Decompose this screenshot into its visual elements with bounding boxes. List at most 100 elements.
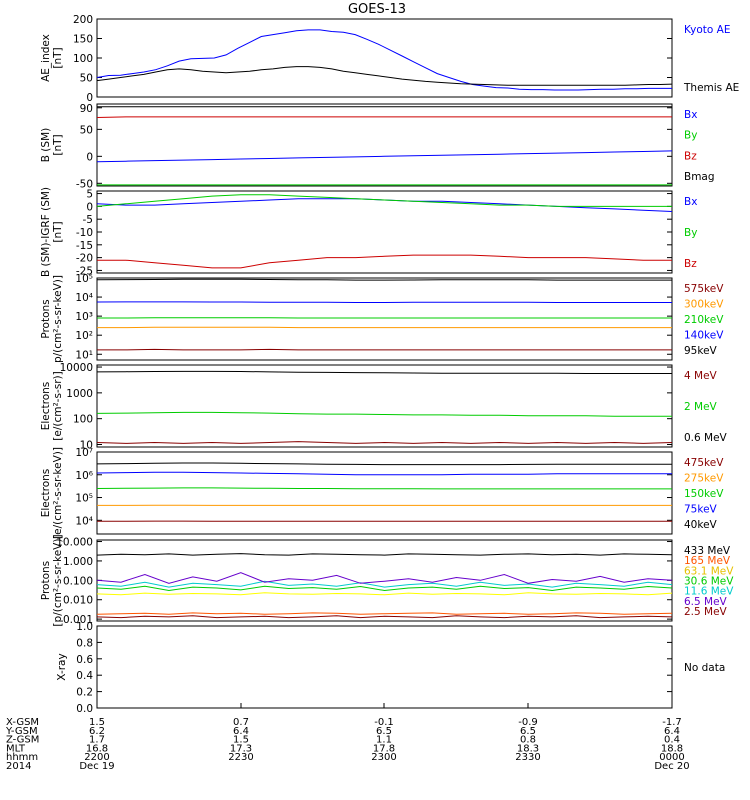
y-tick-label: 50 [80,73,93,85]
x-column-value: 6.5 [520,726,536,737]
series-line-30-6-mev [96,585,673,592]
x-column-value: 0.8 [520,735,536,746]
y-axis-label: B (SM)-IGRF (SM) [40,187,52,277]
legend-label: Bx [684,109,697,121]
x-column-value: -0.1 [374,717,394,728]
panel-frame [96,625,673,709]
y-axis-label: X-ray [56,653,68,680]
y-tick-label: 1000 [66,388,93,400]
legend-label: 575keV [684,283,724,295]
x-column-value: 2330 [515,752,540,763]
y-axis-label: [e/(cm²-s-sr-keV)] [52,447,64,539]
legend-label: 11.6 MeV [684,586,734,598]
y-tick-label: 0 [86,92,93,104]
legend-label: 275keV [684,473,724,485]
x-column-value: 16.8 [86,743,108,754]
series-line-bz [97,254,672,269]
y-tick-label: 0.010 [63,595,93,607]
legend-label: 433 MeV [684,545,731,557]
panel-electrons_mev: 10 100 1000 10000 Electrons [e/(cm²-s-sr)] 4 M… [40,362,728,451]
series-line-6-5-mev [96,572,673,584]
x-column-value: Dec 19 [79,761,114,772]
x-column-value: -1.7 [662,717,682,728]
legend-label: By [684,130,697,142]
y-tick-label: 0.100 [63,575,93,587]
x-row-label: 2014 [6,761,31,772]
y-axis-label: Protons [40,561,52,600]
legend-label: 95keV [684,345,718,357]
legend-label: Bx [684,196,697,208]
x-column-value: 6.4 [233,726,249,737]
y-tick-label: 10⁴ [75,292,93,304]
panel-frame [96,103,673,187]
y-axis-label: Electrons [40,382,52,431]
legend-label: 75keV [684,504,718,516]
legend-label: 150keV [684,488,724,500]
y-axis-label: p/(cm²-s-sr-keV)] [52,275,64,363]
y-tick-label: -10 [76,227,93,239]
series-line-11-6-mev [96,580,673,588]
x-row-label: hhmm [6,752,38,763]
series-line-140kev [96,301,672,303]
panel-frame [96,190,673,274]
series-line-165-mev [96,612,673,615]
y-tick-label: 0 [86,201,93,213]
y-tick-label: 10000 [60,362,93,374]
series-line-63-1-mev [96,592,673,596]
panel-frame [96,539,673,622]
y-tick-label: 10⁶ [75,470,93,482]
y-tick-label: 10² [75,330,93,342]
x-row-label: MLT [6,743,26,754]
legend-label: 475keV [684,457,724,469]
legend-label: No data [684,662,725,674]
legend-label: 140keV [684,330,724,342]
x-column-value: 17.8 [373,743,395,754]
series-line-95kev [96,278,672,281]
legend-label: 6.5 MeV [684,596,728,608]
y-tick-label: -50 [76,178,93,190]
x-column-value: Dec 20 [654,761,689,772]
y-tick-label: 10⁷ [75,447,93,459]
panel-electrons_kev: 10⁴ 10⁵ 10⁶ 10⁷ Electrons [e/(cm²-s-sr-keV)] 4… [40,447,724,539]
y-tick-label: 1.0 [76,621,93,633]
y-tick-label: -25 [76,265,93,277]
y-tick-label: 90 [80,103,93,115]
panel-bsm: -50 0 50 90 B (SM) [nT] Bx By Bz Bmag [40,103,715,191]
y-tick-label: 10⁵ [75,273,93,285]
y-tick-label: 200 [73,14,93,26]
series-line-by [96,194,672,207]
x-column-value: 2300 [371,752,396,763]
y-tick-label: 5 [86,189,93,201]
x-column-value: 0.4 [664,735,680,746]
y-axis-label: [nT] [52,47,64,68]
panel-ae: 0 50 100 150 200 AE_index [nT] Kyoto AE Themis A… [40,14,739,104]
series-line-kyoto-ae [96,29,672,91]
y-axis-label: [nT] [52,134,64,155]
series-line-0-6-mev [96,370,672,374]
y-tick-label: -20 [76,253,93,265]
x-column-value: 2230 [228,752,253,763]
legend-label: 30.6 MeV [684,576,734,588]
y-axis-label: [e/(cm²-s-sr)] [52,371,64,440]
panel-xray: 0.0 0.2 0.4 0.6 0.8 1.0 X-ray No data [56,621,725,715]
legend-label: 40keV [684,519,718,531]
y-tick-label: 10.000 [56,537,93,549]
y-tick-label: 10¹ [75,349,93,361]
y-tick-label: 10 [80,439,93,451]
y-axis-label: AE_index [40,34,52,82]
y-tick-label: 10⁴ [75,515,93,527]
legend-label: Kyoto AE [684,24,730,36]
legend-label: Bmag [684,171,715,183]
panel-protons_kev: 10¹ 10² 10³ 10⁴ 10⁵ Protons p/(cm²-s-sr-keV)] 5… [40,273,724,363]
series-line-150kev [96,487,672,490]
y-tick-label: 0.001 [63,614,93,626]
y-tick-label: 100 [73,414,93,426]
y-axis-label: [nT] [52,221,64,242]
y-tick-label: 1.000 [63,556,93,568]
x-column-value: 2200 [84,752,109,763]
x-column-value: 18.3 [517,743,539,754]
series-line-433-mev [96,553,673,556]
x-axis-table: X-GSMY-GSMZ-GSMMLThhmm20141.56.21.716.82… [5,703,690,772]
